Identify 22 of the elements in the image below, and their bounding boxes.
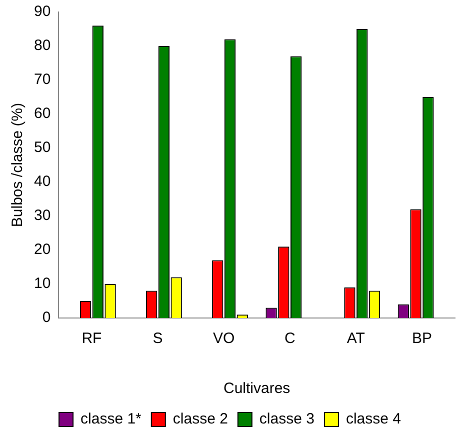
x-axis-title: Cultivares xyxy=(224,380,290,398)
x-tick-label: RF xyxy=(82,330,102,348)
y-tick-label: 70 xyxy=(34,71,51,88)
y-tick-label: 90 xyxy=(34,3,51,20)
x-tick-label: AT xyxy=(346,330,365,348)
legend-label: classe 2 xyxy=(172,410,228,428)
y-tick-label: 50 xyxy=(34,139,51,156)
y-tick-label: 30 xyxy=(34,207,51,224)
y-tick-label: 20 xyxy=(34,241,51,258)
legend-label: classe 1* xyxy=(80,410,142,428)
x-tick-label: VO xyxy=(212,330,235,348)
y-axis-title: Bulbos /classe (%) xyxy=(9,102,26,228)
x-tick-label: BP xyxy=(412,330,432,348)
legend-label: classe 4 xyxy=(346,410,401,428)
y-tick-label: 10 xyxy=(34,275,51,292)
x-tick-label: C xyxy=(284,330,296,348)
legend-label: classe 3 xyxy=(259,410,314,428)
y-tick-label: 60 xyxy=(34,105,51,122)
y-tick-label: 0 xyxy=(42,309,51,326)
y-tick-label: 40 xyxy=(34,173,51,190)
y-tick-label: 80 xyxy=(34,37,51,54)
x-tick-label: S xyxy=(152,330,163,348)
